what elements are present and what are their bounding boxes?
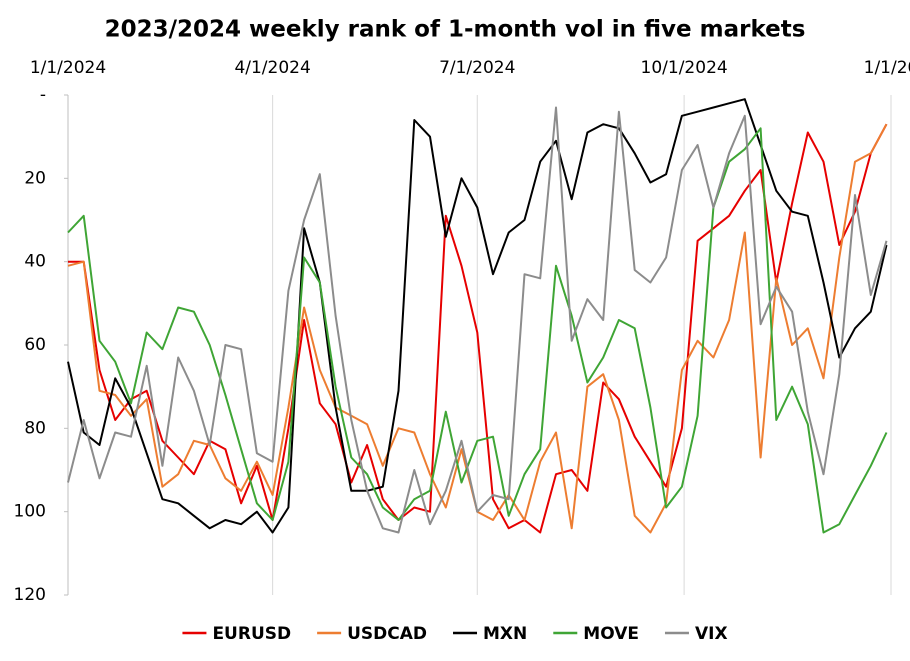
- legend-item: EURUSD: [182, 624, 291, 644]
- legend-item: VIX: [664, 624, 728, 644]
- legend-item: USDCAD: [317, 624, 427, 644]
- y-tick-label: -: [40, 85, 46, 105]
- series-line: [67, 127, 888, 534]
- series-line: [67, 98, 888, 534]
- x-tick-label: 7/1/2024: [439, 58, 515, 78]
- legend-label: VIX: [695, 624, 728, 644]
- legend-label: MOVE: [583, 624, 639, 644]
- x-tick-label: 1/1/2024: [30, 58, 106, 78]
- series-line: [67, 106, 888, 534]
- x-tick-label: 4/1/2024: [234, 58, 310, 78]
- legend-label: MXN: [483, 624, 527, 644]
- legend-label: USDCAD: [347, 624, 427, 644]
- y-tick-label: 60: [24, 335, 46, 355]
- y-tick-label: 120: [14, 585, 46, 605]
- y-tick-label: 20: [24, 168, 46, 188]
- y-tick-label: 100: [14, 502, 46, 522]
- legend-label: EURUSD: [212, 624, 291, 644]
- legend-item: MOVE: [553, 624, 639, 644]
- chart-title: 2023/2024 weekly rank of 1-month vol in …: [105, 17, 806, 43]
- x-tick-label: 10/1/2024: [641, 58, 728, 78]
- y-tick-label: 80: [24, 418, 46, 438]
- x-tick-label: 1/1/20: [864, 58, 910, 78]
- legend-item: MXN: [453, 624, 527, 644]
- legend: EURUSD USDCAD MXN MOVE VIX: [182, 624, 728, 644]
- y-tick-label: 40: [24, 252, 46, 272]
